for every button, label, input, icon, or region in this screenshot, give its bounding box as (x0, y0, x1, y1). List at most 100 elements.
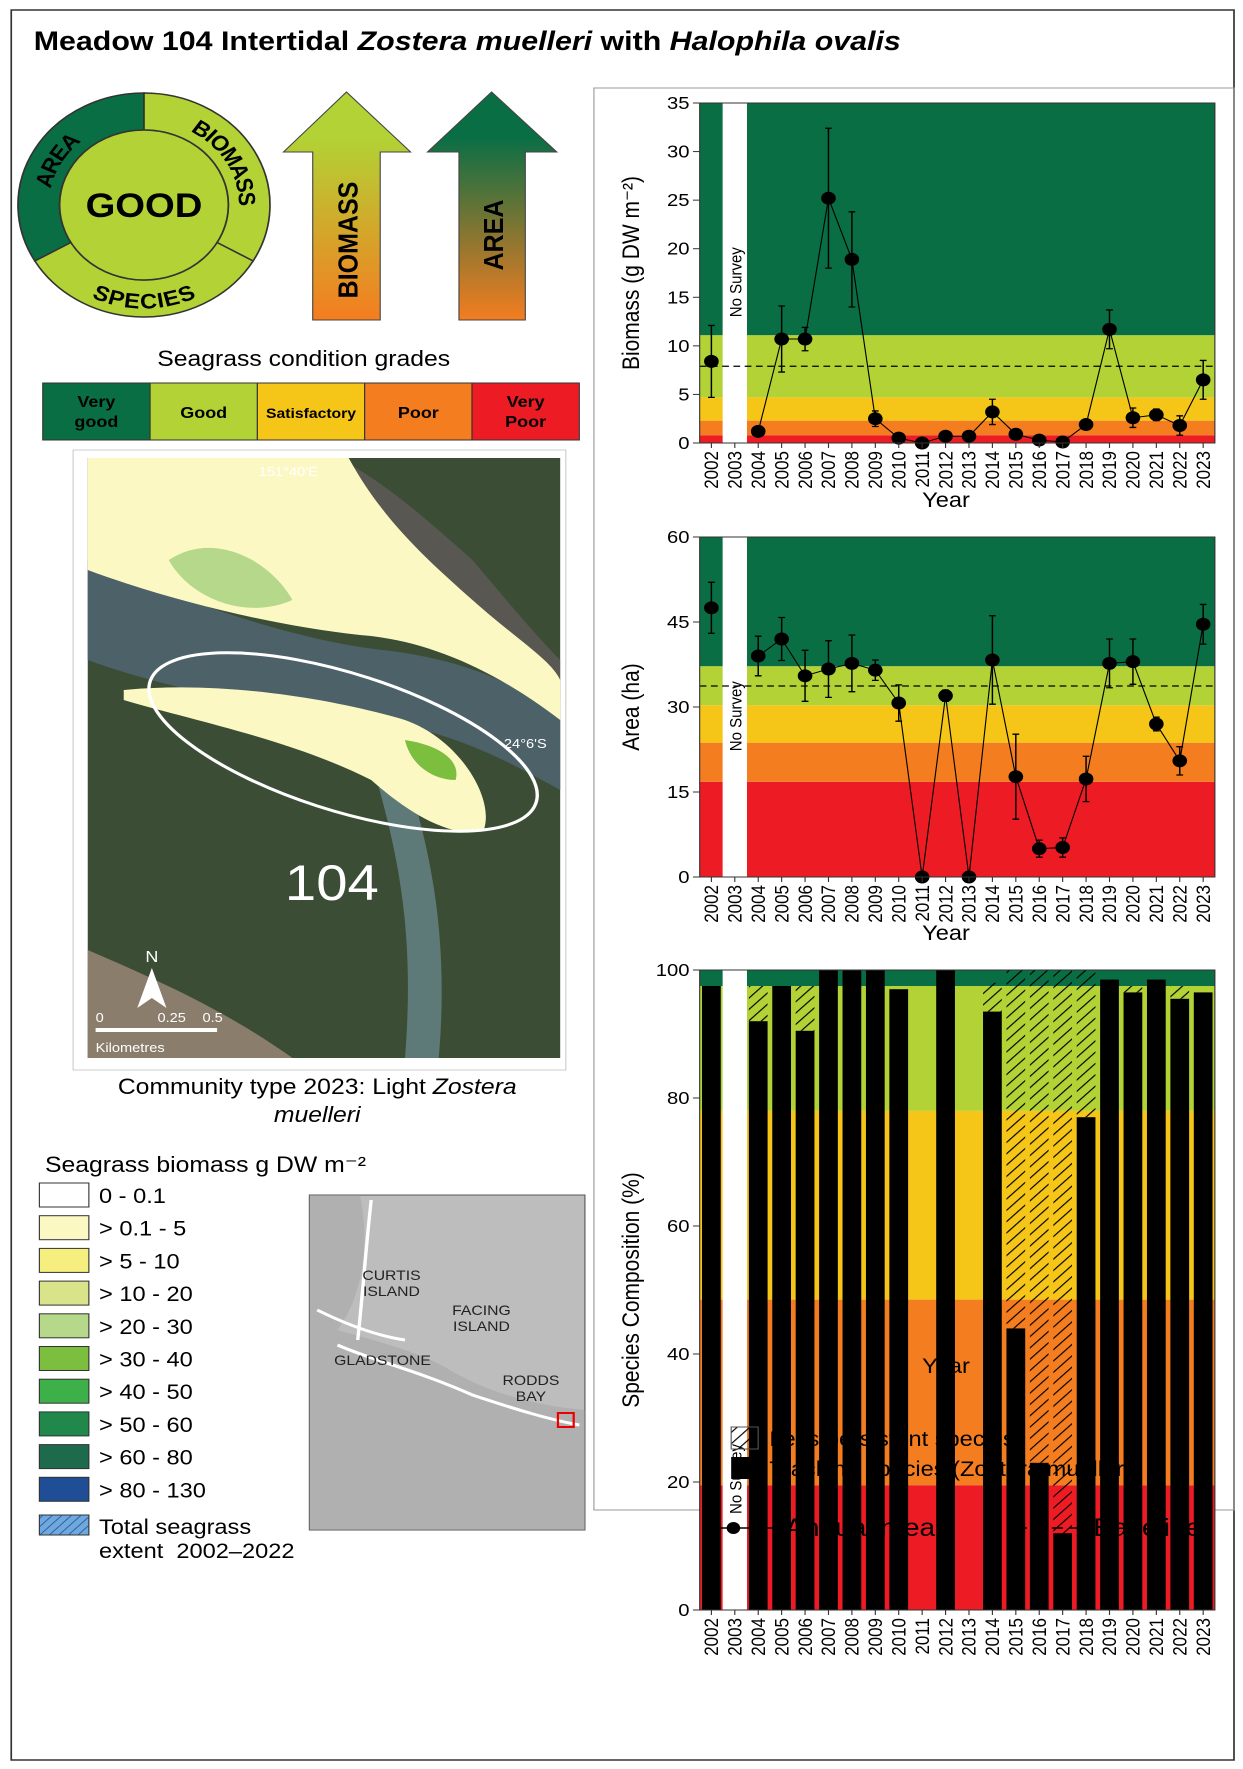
x-tick-label: 2008 (842, 885, 863, 923)
x-tick-label: 2010 (889, 885, 910, 923)
y-tick-label: 0 (678, 868, 689, 888)
y-axis-label: Species Composition (%) (618, 1172, 644, 1408)
text-run: with (592, 27, 670, 57)
composition-bar (842, 970, 862, 1610)
x-tick-label: 2006 (795, 1618, 816, 1656)
inset-label: BAY (516, 1390, 546, 1405)
grade-band (699, 666, 1215, 706)
mean-point (1172, 419, 1188, 433)
text-run: Halophila ovalis (670, 27, 901, 57)
y-tick-label: 30 (667, 143, 690, 163)
inset-label: ISLAND (363, 1285, 420, 1300)
mean-point (1031, 842, 1047, 856)
composition-bar (1053, 1533, 1073, 1610)
composition-bar (983, 982, 1002, 1012)
grade-bar: Very good Good Satisfactory Poor Very Poor (42, 382, 580, 441)
y-tick-label: 10 (667, 337, 690, 357)
inset-label: CURTIS (362, 1269, 420, 1284)
mean-point (938, 689, 953, 703)
x-tick-label: 2009 (865, 1618, 886, 1656)
legend-swatch (38, 1313, 90, 1339)
mean-point (1149, 408, 1164, 422)
inset-mainland (309, 1195, 585, 1530)
x-axis-label: Year (922, 921, 970, 944)
legend-label: > 10 - 20 (99, 1282, 193, 1305)
mean-point (985, 653, 1000, 667)
x-tick-label: 2015 (1006, 451, 1027, 489)
x-tick-label: 2016 (1029, 885, 1050, 923)
legend-swatch (731, 1457, 759, 1479)
no-survey-label: No Survey (728, 681, 746, 751)
mean-point (1125, 411, 1141, 425)
no-survey-column (722, 537, 747, 877)
composition-bar (772, 986, 792, 1610)
x-tick-label: 2018 (1076, 451, 1097, 489)
legend-swatch (38, 1476, 90, 1502)
x-tick-label: 2019 (1099, 1618, 1120, 1656)
seagrass-patch (168, 547, 293, 608)
grade-label: Good (180, 404, 227, 422)
mean-point (704, 354, 719, 368)
x-tick-label: 2013 (959, 885, 980, 923)
north-label: N (145, 948, 158, 966)
mean-point (1195, 373, 1211, 387)
plot-frame (699, 969, 1216, 1611)
x-tick-label: 2021 (1146, 885, 1167, 923)
x-tick-label: 2009 (865, 885, 886, 923)
no-survey-column (722, 970, 747, 1610)
x-tick-label: 2011 (912, 1618, 933, 1655)
composition-bar (1193, 992, 1213, 1610)
mean-line (757, 198, 1204, 444)
longitude-label: 151°40'E (259, 464, 318, 479)
no-survey-label: No Survey (728, 247, 746, 317)
scale-label: 0.25 (157, 1010, 186, 1025)
x-tick-label: 2007 (818, 885, 839, 923)
x-tick-label: 2006 (795, 451, 816, 489)
legend-swatch (38, 1247, 90, 1273)
composition-bar (748, 986, 768, 1022)
x-tick-label: 2008 (842, 1618, 863, 1656)
inset-location (556, 1412, 575, 1428)
text-run: muelleri (274, 1102, 361, 1126)
x-tick-label: 2004 (748, 1618, 769, 1656)
y-tick-label: 0 (678, 1601, 689, 1621)
y-tick-label: 80 (667, 1089, 690, 1109)
composition-bar (1053, 970, 1073, 1534)
mean-point (704, 601, 719, 615)
legend-title: Seagrass biomass g DW m⁻² (45, 1152, 366, 1176)
scale-bar (95, 1028, 218, 1032)
arrow-label: BIOMASS (332, 182, 364, 299)
x-tick-label: 2019 (1099, 885, 1120, 923)
scale-label: 0 (96, 1010, 104, 1025)
x-tick-label: 2004 (748, 451, 769, 489)
inset-map: CURTISISLANDFACINGISLANDGLADSTONERODDSBA… (308, 1194, 586, 1531)
x-tick-label: 2007 (818, 1618, 839, 1656)
meadow-map: 151°40'E 24°6'S 104 N 0 0.25 0.5 Kilomet… (72, 449, 567, 1071)
x-tick-label: 2003 (725, 1618, 746, 1656)
mean-point (1102, 322, 1117, 336)
mean-point (844, 252, 860, 266)
composition-bar (1006, 1328, 1026, 1610)
grades-title: Seagrass condition grades (157, 346, 450, 370)
x-tick-label: 2020 (1123, 451, 1144, 489)
mean-point (774, 332, 789, 346)
x-tick-label: 2006 (795, 885, 816, 923)
legend-swatch (38, 1378, 90, 1404)
grade-label-line: Very (77, 393, 116, 411)
x-tick-label: 2003 (725, 451, 746, 489)
grade-band (699, 397, 1215, 421)
x-tick-label: 2012 (935, 1618, 956, 1656)
composition-bar (1100, 979, 1119, 1610)
grade-label-line: good (74, 413, 118, 431)
x-tick-label: 2013 (959, 1618, 980, 1656)
legend-label: 0 - 0.1 (99, 1184, 166, 1207)
x-tick-label: 2003 (725, 885, 746, 923)
y-tick-label: 0 (678, 434, 689, 454)
grade-box (256, 382, 366, 441)
mean-point (750, 424, 766, 438)
mean-point (938, 429, 953, 443)
x-tick-label: 2012 (935, 451, 956, 489)
grade-band (699, 435, 1215, 443)
x-axis-label: Year (922, 1354, 970, 1377)
x-tick-label: 2020 (1123, 885, 1144, 923)
